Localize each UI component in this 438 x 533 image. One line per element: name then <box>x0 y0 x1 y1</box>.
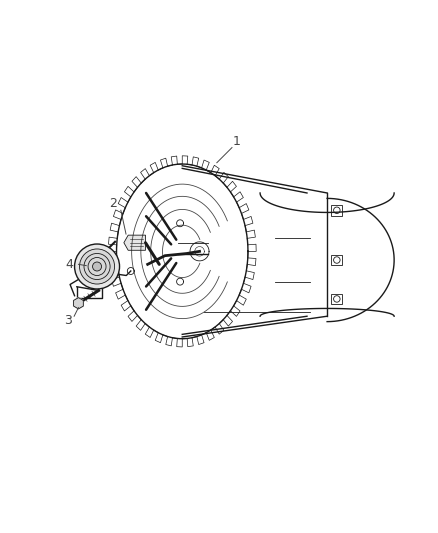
Circle shape <box>80 249 115 284</box>
Text: 2: 2 <box>109 197 117 211</box>
Polygon shape <box>74 297 83 309</box>
Circle shape <box>88 257 106 276</box>
Circle shape <box>92 262 102 271</box>
Circle shape <box>74 244 120 289</box>
Text: 4: 4 <box>66 258 74 271</box>
Text: 1: 1 <box>233 135 240 148</box>
Polygon shape <box>124 235 145 251</box>
Circle shape <box>84 254 110 279</box>
Text: 3: 3 <box>64 314 71 327</box>
